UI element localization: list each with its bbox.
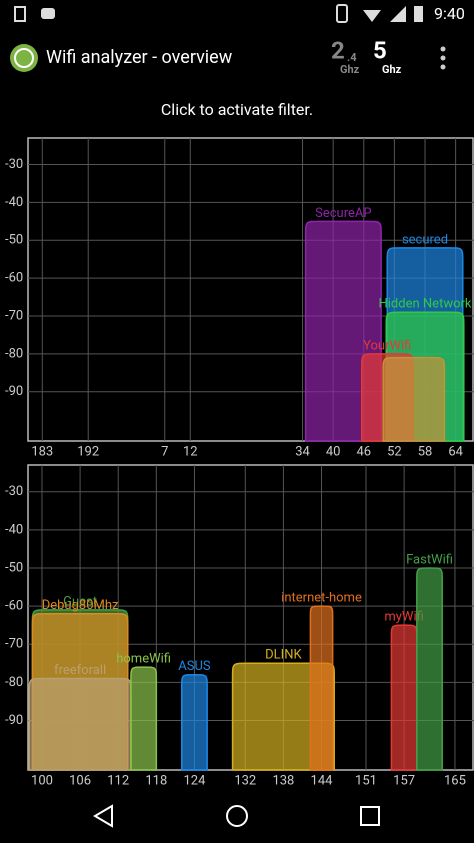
y-tick-label: -30 <box>5 157 23 172</box>
filter-hint[interactable]: Click to activate filter. <box>161 100 313 119</box>
y-tick-label: -80 <box>5 675 23 690</box>
band-24-button[interactable]: 2 .4 Ghz <box>331 36 360 76</box>
network-signal <box>130 666 158 771</box>
x-tick-label: 183 <box>31 444 53 459</box>
back-button[interactable] <box>93 804 113 828</box>
band-label: .4 <box>347 51 357 64</box>
channel-graph: -30 -40 -50 -60 -70 -80 -90 183 192 7 12 34 40 46 52 58… <box>5 137 474 459</box>
battery-icon <box>414 6 423 22</box>
vibrate-icon <box>336 4 348 23</box>
network-label: secured <box>402 232 448 247</box>
x-tick-label: 58 <box>418 444 433 459</box>
network-signal <box>309 605 334 771</box>
network-label: Debug80Mhz <box>42 598 119 613</box>
y-tick-label: -70 <box>5 308 23 323</box>
x-tick-label: 124 <box>183 773 206 788</box>
network-signal <box>382 356 446 442</box>
download-icon <box>14 6 26 22</box>
network-label: YourWifi <box>363 338 411 353</box>
menu-button[interactable] <box>440 46 446 70</box>
x-tick-label: 138 <box>272 773 294 788</box>
status-bar <box>0 0 474 33</box>
y-tick-label: -30 <box>5 484 23 499</box>
x-tick-label: 64 <box>448 444 463 459</box>
y-tick-label: -60 <box>5 599 23 614</box>
network-label: myWifi <box>384 610 423 625</box>
y-tick-label: -70 <box>5 637 23 652</box>
y-tick-label: -90 <box>5 713 23 728</box>
x-tick-label: 34 <box>295 444 310 459</box>
x-tick-label: 100 <box>31 773 53 788</box>
app-icon-ring <box>14 48 34 68</box>
x-tick-label: 7 <box>161 444 168 459</box>
network-signal <box>416 567 443 771</box>
x-tick-label: 132 <box>234 773 256 788</box>
band-5-button[interactable]: 5 Ghz <box>373 36 402 76</box>
network-signal <box>28 677 132 771</box>
x-tick-label: 165 <box>444 773 466 788</box>
band-unit: Ghz <box>382 63 402 76</box>
y-tick-label: -50 <box>5 233 23 248</box>
x-tick-label: 112 <box>107 773 129 788</box>
x-tick-label: 46 <box>356 444 371 459</box>
android-icon <box>41 8 55 19</box>
plot-frame <box>27 137 474 442</box>
y-tick-label: -50 <box>5 560 23 575</box>
x-tick-label: 192 <box>77 444 99 459</box>
x-tick-label: 12 <box>183 444 198 459</box>
dot <box>440 55 446 61</box>
y-tick-label: -60 <box>5 271 23 286</box>
wifi-icon <box>363 10 381 22</box>
network-label: homeWifi <box>116 652 171 667</box>
x-tick-label: 144 <box>311 773 334 788</box>
y-tick-label: -80 <box>5 346 23 361</box>
network-label: Guest <box>63 594 97 609</box>
x-tick-label: 151 <box>355 773 377 788</box>
x-tick-label: 40 <box>326 444 341 459</box>
network-label: DLINK <box>265 648 302 663</box>
x-tick-label: 118 <box>145 773 167 788</box>
dot <box>440 46 446 52</box>
x-tick-label: 52 <box>387 444 402 459</box>
y-tick-label: -90 <box>5 384 23 399</box>
channel-graph: -30 -40 -50 -60 -70 -80 -90 100 106 112 118 124 132 1… <box>5 464 474 788</box>
network-label: FastWifi <box>406 552 453 567</box>
x-tick-label: 157 <box>393 773 415 788</box>
network-label: Hidden Network <box>379 297 472 312</box>
network-label: freeforall <box>54 663 106 678</box>
network-label: internet-home <box>281 591 362 606</box>
x-tick-label: 106 <box>69 773 91 788</box>
network-signal <box>180 673 208 771</box>
clock: 9:40 <box>434 4 465 23</box>
app-title: Wifi analyzer - overview <box>46 47 233 68</box>
band-label: 5 <box>373 36 387 64</box>
band-unit: Ghz <box>340 63 360 76</box>
dot <box>440 64 446 70</box>
network-label: ASUS <box>178 659 211 674</box>
y-tick-label: -40 <box>5 195 23 210</box>
network-label: SecureAP <box>315 206 371 221</box>
signal-icon <box>390 6 406 22</box>
band-label: 2 <box>331 36 345 64</box>
home-button[interactable] <box>226 805 248 827</box>
y-tick-label: -40 <box>5 522 23 537</box>
network-signal <box>390 624 418 771</box>
recents-button[interactable] <box>360 806 380 826</box>
